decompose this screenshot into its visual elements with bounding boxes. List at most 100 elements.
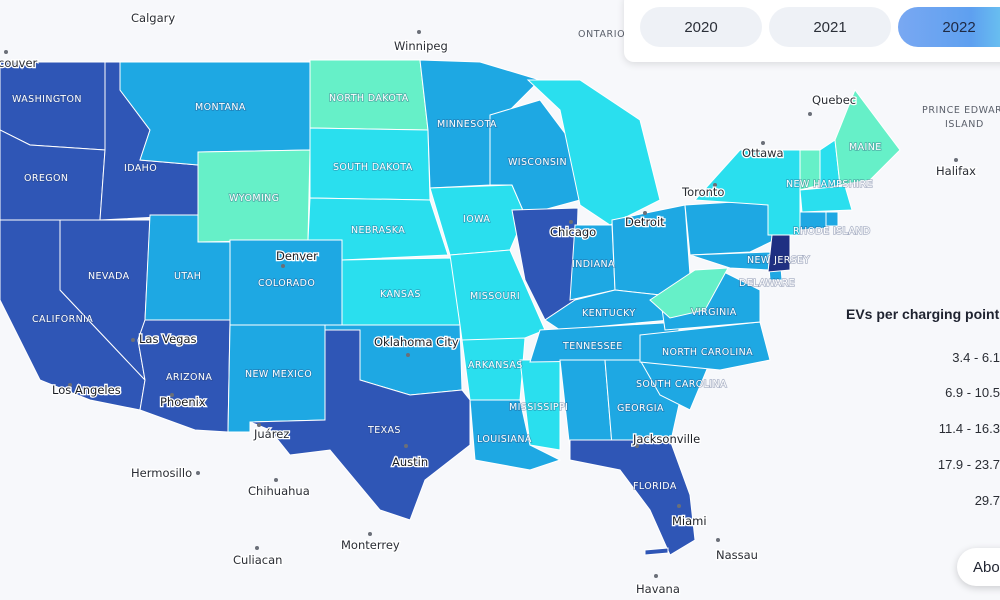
city-dot-las-vegas xyxy=(131,338,135,342)
state-new-jersey[interactable] xyxy=(767,234,791,273)
city-dot-vancouver xyxy=(4,50,8,54)
label-indiana: INDIANA xyxy=(572,259,615,270)
city-dot-culiacan xyxy=(255,546,259,550)
label-south-dakota: SOUTH DAKOTA xyxy=(333,162,413,173)
city-dot-jacksonville xyxy=(635,444,639,448)
state-new-york[interactable] xyxy=(693,149,801,236)
year-selector-panel: 2020 2021 2022 xyxy=(624,0,1000,62)
state-pennsylvania[interactable] xyxy=(684,199,776,256)
state-maine[interactable] xyxy=(834,88,901,186)
label-kentucky: KENTUCKY xyxy=(582,308,636,319)
label-havana: Havana xyxy=(636,582,680,596)
city-dot-los-angeles xyxy=(68,383,72,387)
label-missouri: MISSOURI xyxy=(470,291,520,302)
city-dot-monterrey xyxy=(368,532,372,536)
label-new-hampshire: NEW HAMPSHIRE xyxy=(786,179,873,190)
state-west-virginia[interactable] xyxy=(649,267,729,319)
state-connecticut[interactable] xyxy=(799,211,827,231)
label-juarez: Juárez xyxy=(253,427,289,441)
city-dot-denver xyxy=(281,264,285,268)
legend-range-2[interactable]: 6.9 - 10.5 xyxy=(945,385,1000,400)
legend-range-3[interactable]: 11.4 - 16.3 xyxy=(938,421,1000,436)
label-wyoming: WYOMING xyxy=(229,193,279,204)
label-arkansas: ARKANSAS xyxy=(468,360,523,371)
state-rhode-island[interactable] xyxy=(825,211,839,227)
label-utah: UTAH xyxy=(174,271,201,282)
legend-range-5[interactable]: 29.7 xyxy=(974,493,1000,508)
state-washington[interactable] xyxy=(0,61,106,151)
state-labels: WASHINGTON OREGON CALIFORNIA NEVADA IDAH… xyxy=(11,92,882,493)
label-colorado: COLORADO xyxy=(258,278,315,289)
state-massachusetts[interactable] xyxy=(799,185,853,213)
label-montana: MONTANA xyxy=(195,102,246,113)
label-austin: Austin xyxy=(392,455,428,469)
city-dot-hermosillo xyxy=(196,471,200,475)
label-chicago: Chicago xyxy=(550,225,596,239)
label-culiacan: Culiacan xyxy=(233,553,282,567)
city-dot-toronto xyxy=(713,183,717,187)
state-montana[interactable] xyxy=(119,61,311,166)
label-hermosillo: Hermosillo xyxy=(131,466,192,480)
map-legend: EVs per charging point 20 3.4 - 6.1 6.9 … xyxy=(820,306,1000,526)
legend-title: EVs per charging point 20 xyxy=(846,306,1000,322)
city-dot-austin xyxy=(404,444,408,448)
city-dot-detroit xyxy=(643,211,647,215)
city-dot-ottawa xyxy=(761,141,765,145)
label-new-jersey: NEW JERSEY xyxy=(747,255,810,266)
label-ontario: ONTARIO xyxy=(578,29,625,40)
label-pei-line1: PRINCE EDWARD xyxy=(922,105,1000,116)
label-monterrey: Monterrey xyxy=(341,538,400,552)
city-dot-nassau xyxy=(716,538,720,542)
about-button[interactable]: Abo xyxy=(957,548,1000,586)
year-button-2021[interactable]: 2021 xyxy=(769,7,891,47)
label-north-carolina: NORTH CAROLINA xyxy=(662,347,753,358)
state-michigan[interactable] xyxy=(526,79,661,226)
label-detroit: Detroit xyxy=(625,215,665,229)
state-wisconsin[interactable] xyxy=(489,99,581,216)
label-nassau: Nassau xyxy=(716,548,758,562)
label-quebec: Quebec xyxy=(812,93,856,107)
city-labels: Calgary couver Winnipeg Quebec Ottawa Ha… xyxy=(0,10,977,598)
label-iowa: IOWA xyxy=(463,214,490,225)
state-shapes xyxy=(0,59,901,556)
label-idaho: IDAHO xyxy=(124,163,157,174)
year-button-2020[interactable]: 2020 xyxy=(640,7,762,47)
city-dot-havana xyxy=(654,574,658,578)
label-south-carolina: SOUTH CAROLINA xyxy=(636,379,727,390)
label-georgia: GEORGIA xyxy=(617,403,664,414)
legend-range-4[interactable]: 17.9 - 23.7 xyxy=(937,457,1000,472)
label-toronto: Toronto xyxy=(681,185,724,199)
city-dot-winnipeg xyxy=(417,30,421,34)
state-florida[interactable] xyxy=(569,439,696,556)
year-button-2022[interactable]: 2022 xyxy=(898,7,1000,47)
label-virginia: VIRGINIA xyxy=(691,307,737,318)
label-nebraska: NEBRASKA xyxy=(351,225,405,236)
city-dot-miami xyxy=(677,504,681,508)
label-delaware: DELAWARE xyxy=(739,278,795,289)
label-nevada: NEVADA xyxy=(88,271,130,282)
state-florida-keys xyxy=(644,547,669,556)
label-florida: FLORIDA xyxy=(633,481,677,492)
label-miami: Miami xyxy=(672,514,707,528)
label-maine: MAINE xyxy=(849,142,882,153)
city-dot-phoenix xyxy=(170,393,174,397)
label-calgary: Calgary xyxy=(131,11,175,25)
city-dot-oklahoma-city xyxy=(406,353,410,357)
label-las-vegas: Las Vegas xyxy=(139,332,197,346)
state-louisiana[interactable] xyxy=(469,399,562,471)
label-tennessee: TENNESSEE xyxy=(562,341,623,352)
label-new-mexico: NEW MEXICO xyxy=(245,369,312,380)
label-pei-line2: ISLAND xyxy=(945,119,984,130)
label-oklahoma-city: Oklahoma City xyxy=(374,335,459,349)
legend-range-1[interactable]: 3.4 - 6.1 xyxy=(952,350,1000,365)
label-california: CALIFORNIA xyxy=(32,314,93,325)
label-chihuahua: Chihuahua xyxy=(248,484,310,498)
label-wisconsin: WISCONSIN xyxy=(508,157,567,168)
label-phoenix: Phoenix xyxy=(160,395,206,409)
label-kansas: KANSAS xyxy=(380,289,421,300)
label-vancouver: couver xyxy=(0,56,38,70)
label-winnipeg: Winnipeg xyxy=(394,39,448,53)
label-minnesota: MINNESOTA xyxy=(437,119,497,130)
city-dot-chihuahua xyxy=(274,478,278,482)
